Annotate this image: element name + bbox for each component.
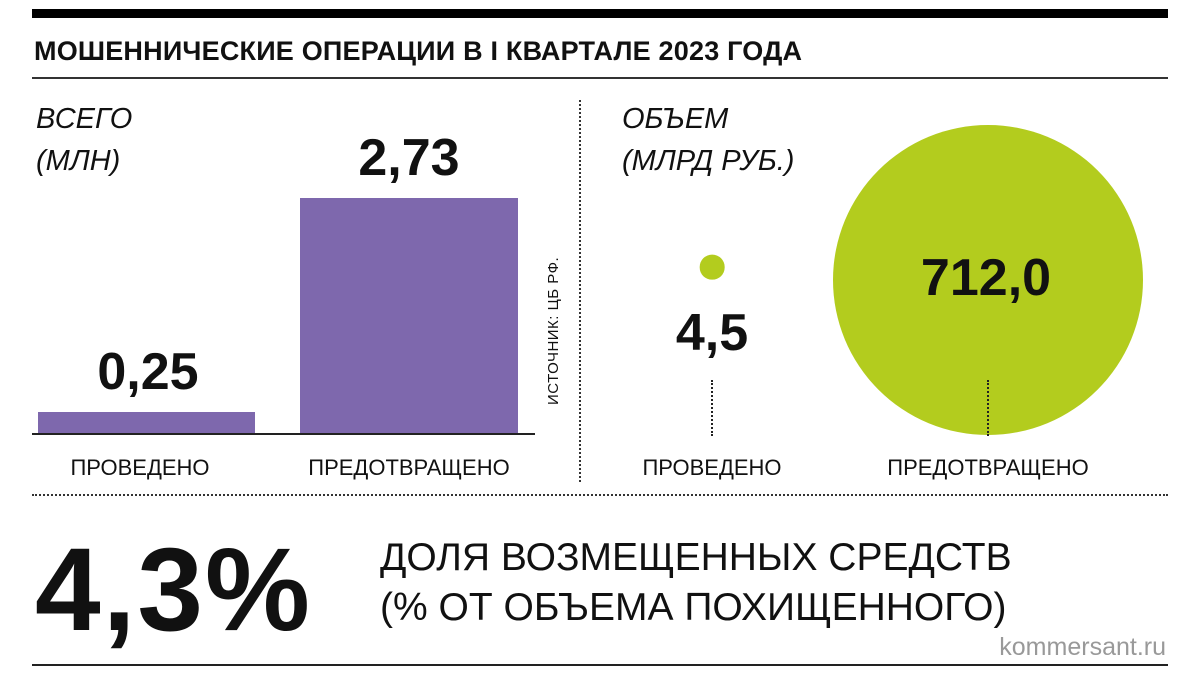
bar-provedeno: [38, 412, 255, 434]
top-rule: [32, 9, 1168, 18]
bubble-category-label: ПРОВЕДЕНО: [642, 455, 782, 480]
share-label: ДОЛЯ ВОЗМЕЩЕННЫХ СРЕДСТВ (% ОТ ОБЪЕМА ПО…: [380, 536, 1012, 629]
bar-predotvrascheno: [300, 198, 518, 434]
right-chart-title: ОБЪЕМ (МЛРД РУБ.): [622, 103, 795, 177]
bubble-provedeno: [699, 254, 725, 280]
leader-line: [987, 380, 989, 436]
chart-title: МОШЕННИЧЕСКИЕ ОПЕРАЦИИ В I КВАРТАЛЕ 2023…: [34, 36, 803, 66]
bar-category-label: ПРЕДОТВРАЩЕНО: [308, 455, 510, 480]
bar-baseline: [32, 433, 535, 435]
leader-line: [711, 380, 713, 436]
brand-link[interactable]: kommersant.ru: [999, 633, 1166, 661]
left-chart-title: ВСЕГО (МЛН): [36, 103, 133, 177]
bubble-value-label: 712,0: [920, 249, 1052, 307]
bubble-value-label: 4,5: [675, 304, 749, 362]
share-value: 4,3%: [35, 524, 312, 656]
bar-value-label: 2,73: [358, 129, 460, 187]
source-note: ИСТОЧНИК: ЦБ РФ.: [545, 256, 562, 405]
bar-category-label: ПРОВЕДЕНО: [70, 455, 210, 480]
title-rule: [32, 77, 1168, 79]
horizontal-divider: [32, 494, 1168, 496]
bar-value-label: 0,25: [97, 343, 199, 402]
bubble-category-label: ПРЕДОТВРАЩЕНО: [887, 455, 1089, 480]
vertical-divider: [579, 100, 581, 482]
bottom-rule: [32, 664, 1168, 666]
